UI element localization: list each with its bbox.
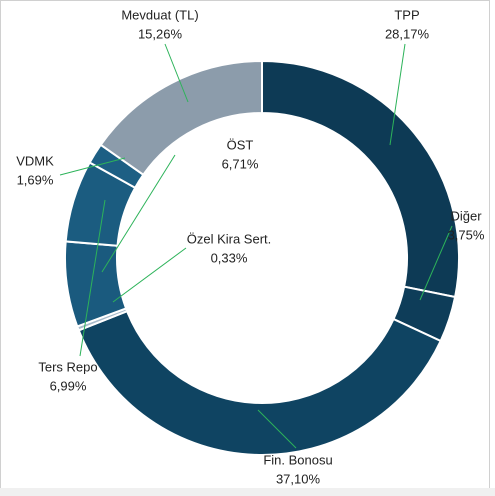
slice-value-label: 37,10% bbox=[276, 471, 321, 486]
bottom-strip bbox=[0, 488, 495, 496]
donut-slice bbox=[77, 309, 442, 456]
slice-label: Özel Kira Sert. bbox=[187, 231, 272, 246]
leader-line bbox=[164, 43, 189, 103]
leader-line bbox=[389, 43, 406, 146]
slice-label: VDMK bbox=[16, 153, 54, 168]
slice-value-label: 28,17% bbox=[385, 26, 430, 41]
leader-line bbox=[419, 225, 453, 301]
leader-line bbox=[59, 157, 126, 176]
donut-slice bbox=[99, 59, 263, 177]
slice-value-label: 1,69% bbox=[17, 172, 54, 187]
leader-line bbox=[79, 199, 106, 357]
slice-label: Fin. Bonosu bbox=[263, 452, 332, 467]
slice-value-label: 6,99% bbox=[50, 378, 87, 393]
slice-value-label: 3,75% bbox=[448, 227, 485, 242]
leader-line bbox=[101, 154, 176, 273]
slice-label: TPP bbox=[394, 7, 419, 22]
leader-line bbox=[257, 409, 297, 449]
slice-label: Ters Repo bbox=[38, 359, 97, 374]
slice-value-label: 15,26% bbox=[138, 26, 183, 41]
slice-label: ÖST bbox=[227, 137, 254, 152]
leader-line bbox=[112, 247, 187, 303]
slice-label: Mevduat (TL) bbox=[121, 7, 198, 22]
slice-value-label: 6,71% bbox=[222, 156, 259, 171]
slice-value-label: 0,33% bbox=[211, 250, 248, 265]
slice-label: Diğer bbox=[450, 208, 482, 223]
